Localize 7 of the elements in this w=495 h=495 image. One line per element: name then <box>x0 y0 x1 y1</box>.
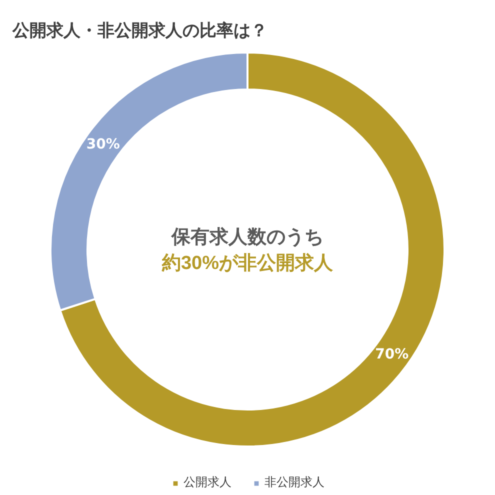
chart-title: 公開求人・非公開求人の比率は？ <box>12 21 268 40</box>
data-label: 30% <box>86 136 120 153</box>
legend-label: 公開求人 <box>184 474 232 491</box>
text: 約30%が非公開求人 <box>160 252 334 274</box>
data-label: 70% <box>375 346 409 362</box>
legend-label: 非公開求人 <box>264 474 324 491</box>
text: 保有求人数のうち <box>170 226 324 248</box>
